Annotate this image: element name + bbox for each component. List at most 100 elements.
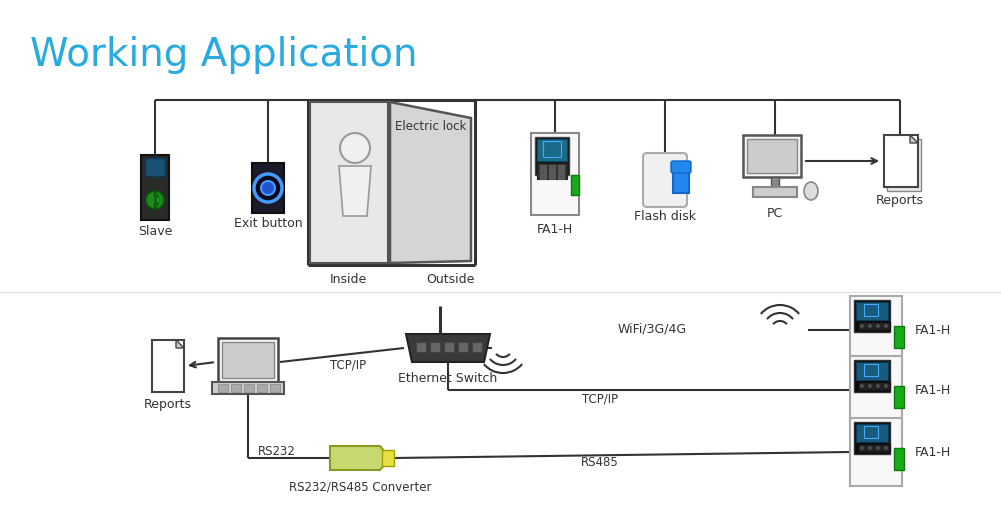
Bar (894, 386, 904, 408)
Bar (856, 362, 888, 380)
Circle shape (146, 191, 164, 209)
Bar (257, 384, 267, 392)
Bar (540, 165, 546, 168)
Bar (571, 175, 579, 195)
Bar (747, 139, 797, 173)
Text: Reports: Reports (144, 398, 192, 411)
Bar (531, 133, 579, 215)
Bar (850, 356, 902, 424)
Text: FA1-H: FA1-H (915, 446, 951, 458)
Bar (549, 165, 555, 168)
Text: RS232: RS232 (258, 445, 296, 458)
Text: FA1-H: FA1-H (915, 323, 951, 337)
Circle shape (868, 324, 872, 328)
Polygon shape (406, 334, 490, 362)
Bar (382, 450, 394, 466)
Bar (537, 139, 567, 161)
Text: Electric lock: Electric lock (395, 120, 466, 133)
Bar (212, 382, 284, 394)
Bar (887, 139, 921, 191)
Text: Reports: Reports (876, 194, 924, 207)
Bar (854, 360, 890, 392)
Circle shape (868, 384, 872, 388)
Bar (673, 163, 689, 193)
Bar (854, 422, 890, 454)
Bar (416, 342, 426, 352)
Bar (145, 158, 165, 176)
Bar (850, 296, 902, 364)
Bar (771, 177, 779, 187)
Text: RS485: RS485 (582, 456, 619, 469)
Bar (894, 448, 904, 470)
Bar (864, 426, 878, 438)
Bar (558, 165, 564, 168)
Text: Inside: Inside (329, 273, 366, 286)
Bar (218, 338, 278, 382)
Bar (540, 175, 546, 178)
Bar (231, 384, 241, 392)
Circle shape (860, 446, 864, 450)
Bar (444, 342, 454, 352)
Bar (270, 384, 280, 392)
Circle shape (860, 384, 864, 388)
Bar (244, 384, 254, 392)
Text: RS232/RS485 Converter: RS232/RS485 Converter (288, 480, 431, 493)
Text: WiFi/3G/4G: WiFi/3G/4G (618, 323, 687, 336)
Circle shape (261, 181, 275, 195)
Ellipse shape (804, 182, 818, 200)
Circle shape (860, 324, 864, 328)
Bar (854, 300, 890, 332)
Circle shape (884, 446, 888, 450)
Bar (753, 187, 797, 197)
Bar (430, 342, 440, 352)
Bar (858, 444, 890, 452)
Circle shape (876, 384, 880, 388)
Text: Outside: Outside (425, 273, 474, 286)
Polygon shape (910, 135, 918, 143)
Bar (218, 384, 228, 392)
Text: Slave: Slave (138, 225, 172, 238)
Text: TCP/IP: TCP/IP (330, 358, 366, 371)
Bar (535, 137, 569, 175)
FancyBboxPatch shape (671, 161, 691, 173)
Text: FA1-H: FA1-H (915, 383, 951, 396)
Circle shape (876, 446, 880, 450)
Bar (549, 175, 555, 178)
Bar (152, 340, 184, 392)
Circle shape (884, 384, 888, 388)
Text: Working Application: Working Application (30, 36, 417, 74)
Bar (558, 170, 564, 173)
Circle shape (876, 324, 880, 328)
Bar (894, 326, 904, 348)
Text: Ethernet Switch: Ethernet Switch (398, 372, 497, 385)
Bar (540, 170, 546, 173)
Bar (858, 322, 890, 330)
Bar (537, 163, 567, 179)
Polygon shape (176, 340, 184, 348)
Bar (850, 418, 902, 486)
Circle shape (884, 324, 888, 328)
Text: Exit button: Exit button (233, 217, 302, 230)
Bar (141, 155, 169, 220)
Text: TCP/IP: TCP/IP (582, 393, 618, 406)
Bar (884, 135, 918, 187)
Text: Flash disk: Flash disk (634, 210, 696, 223)
Bar (252, 163, 284, 213)
Bar (856, 302, 888, 320)
Text: PC: PC (767, 207, 783, 220)
Bar (858, 382, 890, 390)
Bar (458, 342, 468, 352)
Circle shape (254, 174, 282, 202)
Bar (549, 170, 555, 173)
Polygon shape (339, 166, 371, 216)
Bar (472, 342, 482, 352)
Bar (310, 102, 388, 263)
Bar (864, 364, 878, 376)
Bar (543, 141, 561, 157)
Bar (558, 175, 564, 178)
Bar (743, 135, 801, 177)
FancyBboxPatch shape (643, 153, 687, 207)
Bar (856, 424, 888, 442)
Circle shape (340, 133, 370, 163)
Bar (222, 342, 274, 378)
